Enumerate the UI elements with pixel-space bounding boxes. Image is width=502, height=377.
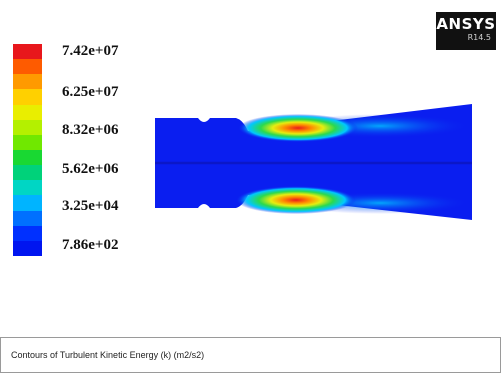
logo-name: ANSYS: [436, 15, 496, 33]
ansys-logo: ANSYS R14.5: [436, 12, 496, 50]
colorbar-segment: [13, 210, 42, 227]
colorbar-label: 3.25e+04: [62, 198, 119, 214]
colorbar-segment: [13, 89, 42, 106]
colorbar-segment: [13, 119, 42, 136]
colorbar-segment: [13, 240, 42, 257]
colorbar-label: 5.62e+06: [62, 161, 119, 177]
colorbar-label-max: 7.42e+07: [62, 43, 119, 59]
colorbar-segment: [13, 195, 42, 212]
contour-plot: [155, 104, 472, 220]
colorbar-label: 8.32e+06: [62, 122, 119, 138]
colorbar-segment: [13, 180, 42, 196]
colorbar-segment: [13, 104, 42, 121]
colorbar-segment: [13, 225, 42, 242]
colorbar-segment: [13, 59, 42, 75]
logo-version: R14.5: [467, 33, 491, 42]
colorbar-label-min: 7.86e+02: [62, 237, 119, 253]
colorbar: [13, 44, 42, 257]
caption-text: Contours of Turbulent Kinetic Energy (k)…: [11, 350, 205, 360]
colorbar-segment: [13, 150, 42, 166]
colorbar-label: 6.25e+07: [62, 84, 119, 100]
colorbar-segment: [13, 74, 42, 90]
turbulence-hotspot-upper: [238, 114, 358, 142]
colorbar-segment: [13, 134, 42, 151]
turbulence-hotspot-lower: [236, 186, 356, 214]
caption-box: Contours of Turbulent Kinetic Energy (k)…: [0, 337, 501, 373]
colorbar-segment: [13, 44, 42, 60]
colorbar-segment: [13, 165, 42, 181]
